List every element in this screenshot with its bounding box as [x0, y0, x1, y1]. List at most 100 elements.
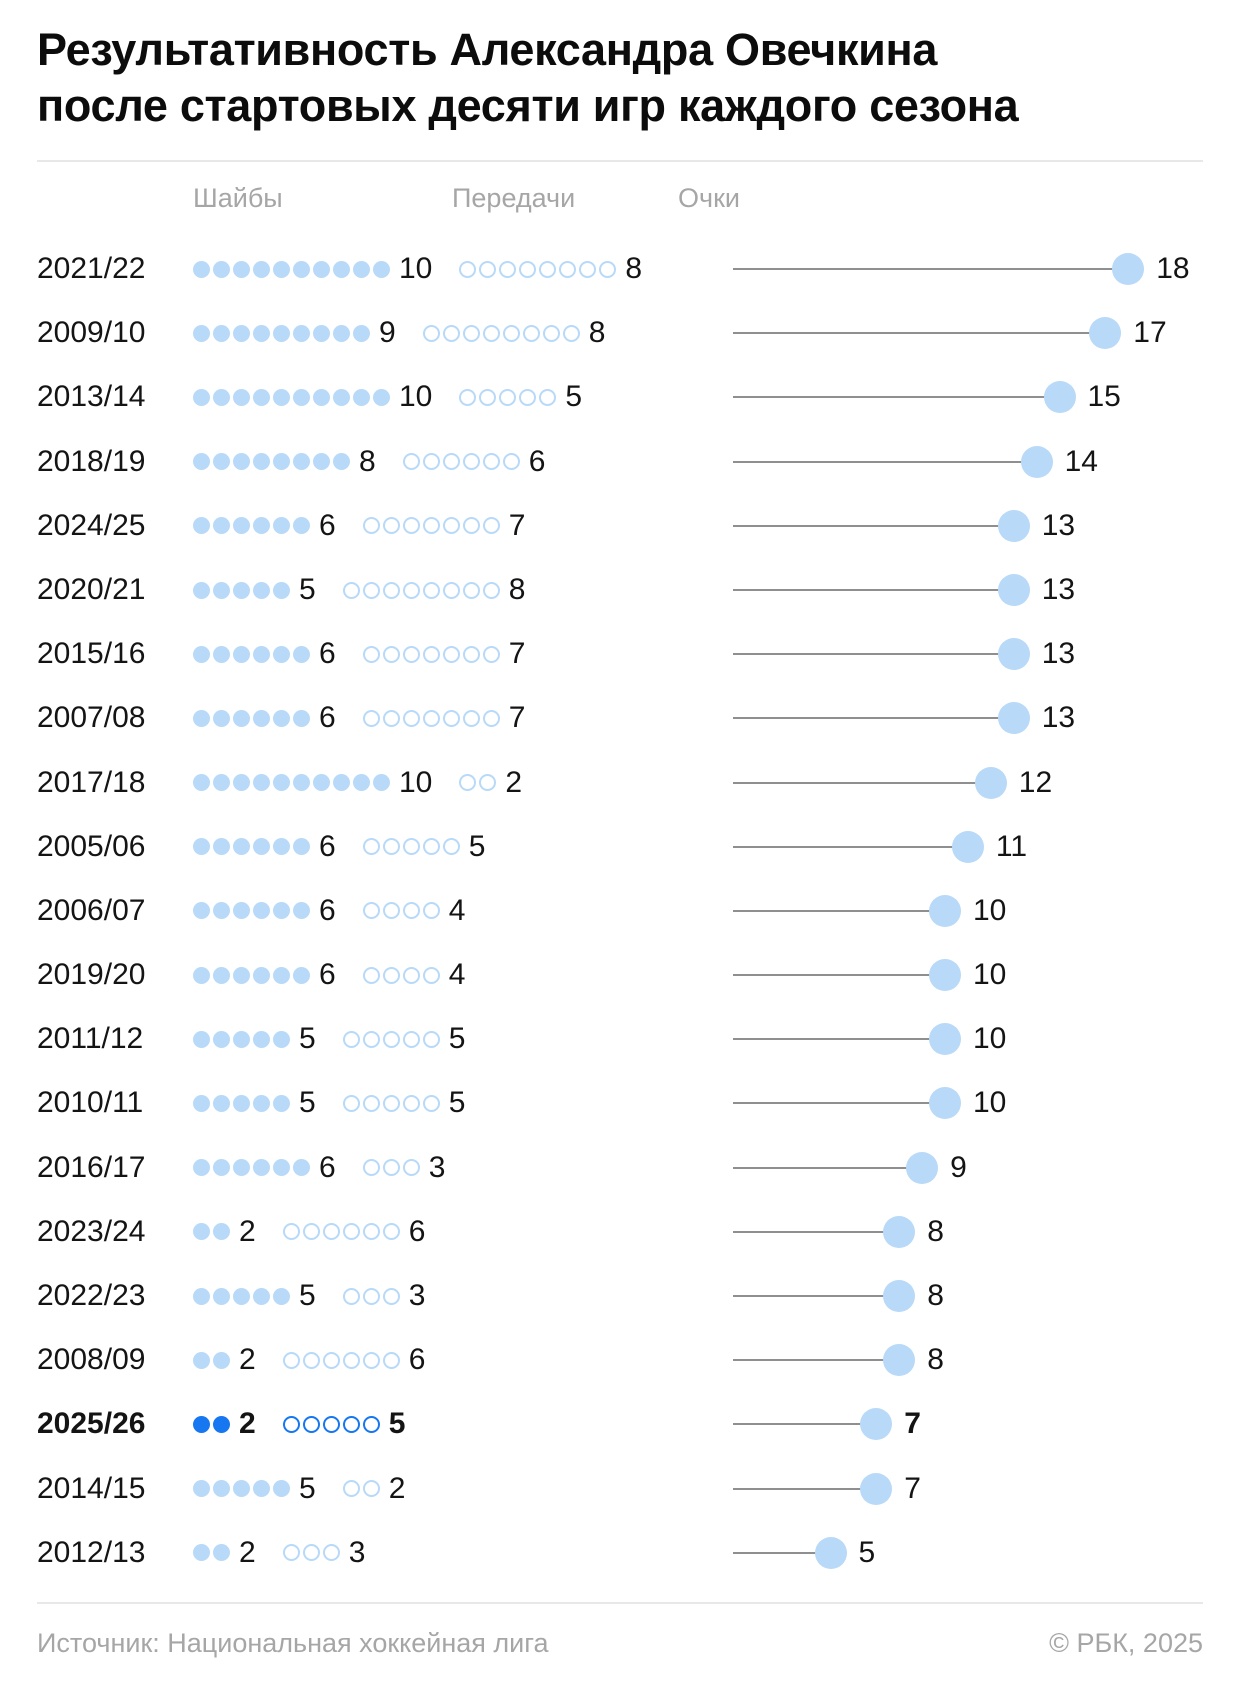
assists-dots — [282, 1544, 340, 1562]
assist-dot — [422, 902, 440, 920]
points-value: 10 — [973, 958, 1007, 992]
points-line — [733, 909, 945, 912]
assists-value: 6 — [408, 1214, 426, 1248]
points-value: 10 — [973, 893, 1007, 927]
assist-dot — [482, 324, 500, 342]
assist-dot — [362, 581, 380, 599]
goal-dot — [193, 774, 210, 792]
points-lollipop: 17 — [0, 301, 1240, 365]
season-label: 2019/20 — [37, 958, 146, 992]
assist-dot — [522, 324, 540, 342]
goal-dot — [193, 1415, 210, 1433]
goals-assists-group: 5 5 — [193, 1007, 465, 1071]
assists-value: 5 — [448, 1086, 466, 1120]
season-label: 2005/06 — [37, 829, 146, 863]
season-label: 2006/07 — [37, 893, 146, 927]
goal-dot — [213, 1095, 230, 1113]
goals-dots — [193, 453, 350, 471]
assist-dot — [459, 260, 477, 278]
goals-dots — [193, 838, 310, 856]
goal-dot — [193, 1095, 210, 1113]
assist-dot — [402, 453, 420, 471]
assist-dot — [362, 1095, 380, 1113]
season-row: 2015/16 6 7 13 — [0, 622, 1240, 686]
season-label: 2007/08 — [37, 701, 146, 735]
points-dot — [929, 894, 961, 927]
source-label: Источник: Национальная хоккейная лига — [37, 1628, 549, 1658]
season-row: 2021/22 10 8 18 — [0, 237, 1240, 301]
assist-dot — [342, 1415, 360, 1433]
goal-dot — [193, 1287, 210, 1305]
footer-divider — [37, 1602, 1203, 1604]
goals-assists-group: 2 6 — [193, 1200, 425, 1264]
goals-assists-group: 10 5 — [193, 365, 582, 429]
assist-dot — [442, 324, 460, 342]
goals-assists-group: 6 7 — [193, 622, 525, 686]
goal-dot — [333, 453, 350, 471]
assists-value: 8 — [588, 316, 606, 350]
goal-dot — [273, 453, 290, 471]
points-lollipop: 10 — [0, 1007, 1240, 1071]
assist-dot — [322, 1223, 340, 1241]
goal-dot — [373, 774, 390, 792]
goal-dot — [313, 453, 330, 471]
assists-value: 5 — [448, 1022, 466, 1056]
assist-dot — [422, 645, 440, 663]
goals-dots — [193, 645, 310, 663]
assist-dot — [479, 388, 497, 406]
assist-dot — [519, 260, 537, 278]
goals-assists-group: 5 8 — [193, 558, 525, 622]
assist-dot — [422, 709, 440, 727]
goal-dot — [193, 453, 210, 471]
goal-dot — [273, 838, 290, 856]
assists-dots — [362, 1159, 420, 1177]
goals-assists-group: 8 6 — [193, 430, 545, 494]
points-lollipop: 9 — [0, 1136, 1240, 1200]
goal-dot — [273, 709, 290, 727]
goal-dot — [353, 260, 370, 278]
assists-dots — [282, 1415, 380, 1433]
goal-dot — [213, 774, 230, 792]
season-label: 2015/16 — [37, 637, 146, 671]
goals-dots — [193, 774, 390, 792]
assist-dot — [502, 324, 520, 342]
assist-dot — [362, 645, 380, 663]
copyright-label: © РБК, 2025 — [1049, 1628, 1203, 1658]
goals-assists-group: 6 3 — [193, 1136, 445, 1200]
assist-dot — [302, 1223, 320, 1241]
goals-assists-group: 6 4 — [193, 879, 465, 943]
season-row: 2009/10 9 8 17 — [0, 301, 1240, 365]
goal-dot — [313, 774, 330, 792]
assist-dot — [382, 1030, 400, 1048]
assist-dot — [322, 1415, 340, 1433]
assist-dot — [599, 260, 617, 278]
points-lollipop: 13 — [0, 686, 1240, 750]
points-value: 9 — [950, 1150, 967, 1184]
goal-dot — [193, 1159, 210, 1177]
points-value: 12 — [1018, 765, 1053, 799]
goals-assists-group: 10 8 — [193, 237, 642, 301]
points-value: 17 — [1133, 316, 1167, 350]
points-value: 8 — [927, 1214, 944, 1248]
assist-dot — [302, 1351, 320, 1369]
season-row: 2016/17 6 3 9 — [0, 1136, 1240, 1200]
points-lollipop: 18 — [0, 237, 1240, 301]
goals-dots — [193, 1544, 230, 1562]
season-row: 2010/11 5 5 10 — [0, 1071, 1240, 1135]
goal-dot — [193, 1544, 210, 1562]
season-label: 2011/12 — [37, 1022, 144, 1056]
assists-value: 3 — [348, 1535, 366, 1569]
goal-dot — [193, 517, 210, 535]
goal-dot — [293, 902, 310, 920]
assists-value: 4 — [448, 958, 466, 992]
assist-dot — [402, 966, 420, 984]
assist-dot — [342, 1030, 360, 1048]
goals-value: 2 — [239, 1343, 256, 1377]
assist-dot — [382, 517, 400, 535]
assist-dot — [382, 966, 400, 984]
assist-dot — [382, 1223, 400, 1241]
season-rows: 2021/22 10 8 18 2009/10 9 8 17 2013/14 — [0, 237, 1240, 1585]
points-line — [733, 268, 1129, 270]
goal-dot — [193, 966, 210, 984]
assist-dot — [382, 1287, 400, 1305]
